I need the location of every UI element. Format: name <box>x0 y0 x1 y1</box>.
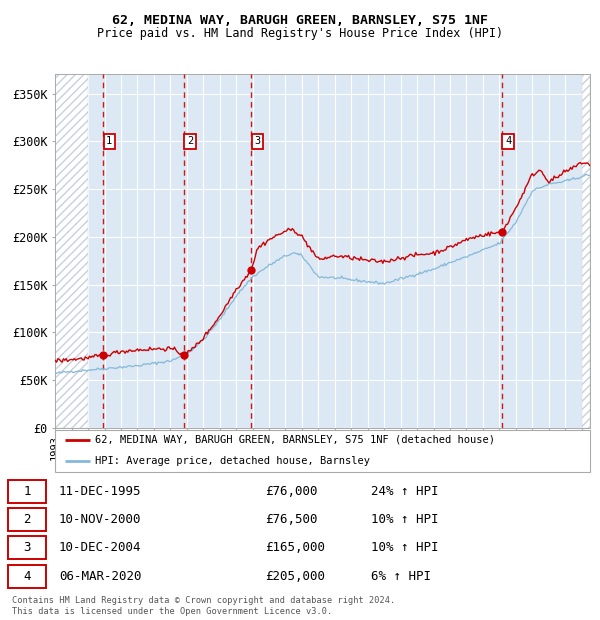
Text: HPI: Average price, detached house, Barnsley: HPI: Average price, detached house, Barn… <box>95 456 370 466</box>
Text: 3: 3 <box>254 136 260 146</box>
Text: £76,500: £76,500 <box>265 513 317 526</box>
Text: 10-NOV-2000: 10-NOV-2000 <box>59 513 142 526</box>
Text: 10-DEC-2004: 10-DEC-2004 <box>59 541 142 554</box>
FancyBboxPatch shape <box>8 480 46 503</box>
FancyBboxPatch shape <box>8 536 46 559</box>
Text: Contains HM Land Registry data © Crown copyright and database right 2024.
This d: Contains HM Land Registry data © Crown c… <box>12 596 395 616</box>
Text: 1: 1 <box>106 136 112 146</box>
Text: 62, MEDINA WAY, BARUGH GREEN, BARNSLEY, S75 1NF (detached house): 62, MEDINA WAY, BARUGH GREEN, BARNSLEY, … <box>95 435 495 445</box>
Text: 4: 4 <box>505 136 511 146</box>
Text: 10% ↑ HPI: 10% ↑ HPI <box>371 541 438 554</box>
Bar <box>55 74 88 428</box>
Text: 4: 4 <box>23 570 31 583</box>
Bar <box>581 74 590 428</box>
Text: 11-DEC-1995: 11-DEC-1995 <box>59 485 142 498</box>
Text: 24% ↑ HPI: 24% ↑ HPI <box>371 485 438 498</box>
Text: 6% ↑ HPI: 6% ↑ HPI <box>371 570 431 583</box>
Text: 2: 2 <box>187 136 193 146</box>
FancyBboxPatch shape <box>8 508 46 531</box>
FancyBboxPatch shape <box>55 430 590 472</box>
Text: 62, MEDINA WAY, BARUGH GREEN, BARNSLEY, S75 1NF: 62, MEDINA WAY, BARUGH GREEN, BARNSLEY, … <box>112 14 488 27</box>
Text: £76,000: £76,000 <box>265 485 317 498</box>
Text: £205,000: £205,000 <box>265 570 325 583</box>
FancyBboxPatch shape <box>8 565 46 588</box>
Text: 1: 1 <box>23 485 31 498</box>
Text: £165,000: £165,000 <box>265 541 325 554</box>
Text: 2: 2 <box>23 513 31 526</box>
Text: 06-MAR-2020: 06-MAR-2020 <box>59 570 142 583</box>
Text: 3: 3 <box>23 541 31 554</box>
Text: 10% ↑ HPI: 10% ↑ HPI <box>371 513 438 526</box>
Text: Price paid vs. HM Land Registry's House Price Index (HPI): Price paid vs. HM Land Registry's House … <box>97 27 503 40</box>
